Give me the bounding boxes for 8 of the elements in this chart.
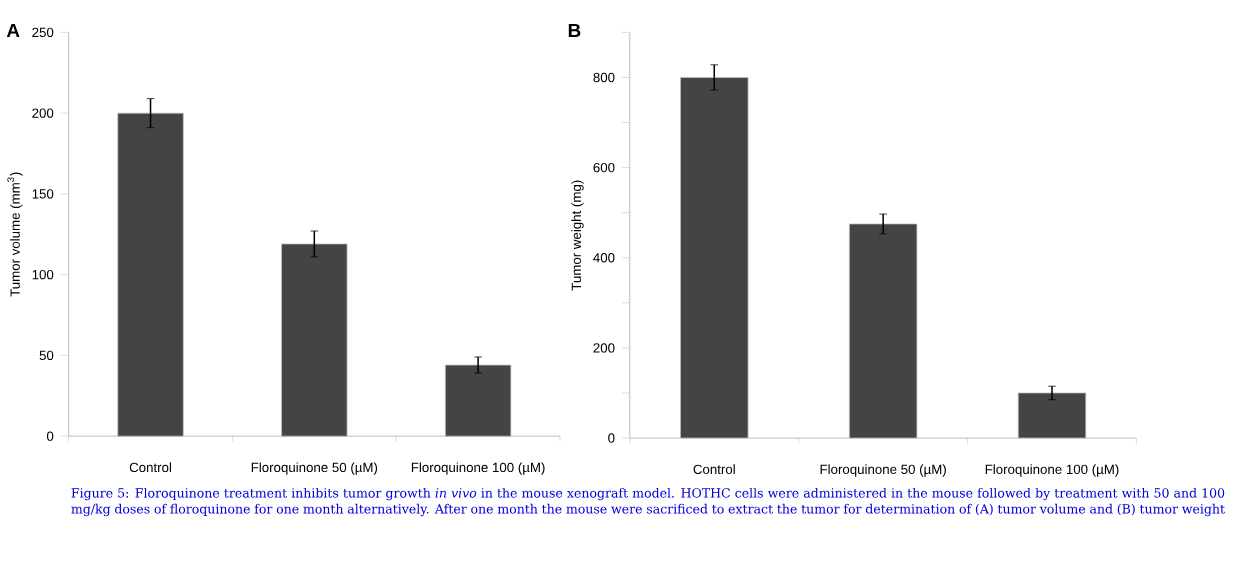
bar (848, 223, 918, 439)
bar (281, 243, 348, 437)
bar (444, 364, 512, 437)
bar (117, 112, 184, 437)
bar (680, 76, 749, 439)
bar (1017, 392, 1087, 439)
chart-title: B (568, 23, 581, 37)
chart-title: A (6, 23, 20, 37)
